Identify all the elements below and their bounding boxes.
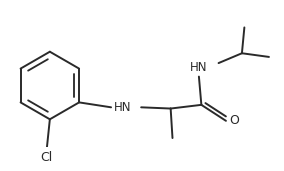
Text: O: O bbox=[230, 114, 239, 127]
Text: Cl: Cl bbox=[41, 151, 53, 164]
Text: HN: HN bbox=[190, 61, 208, 74]
Text: HN: HN bbox=[114, 101, 131, 114]
